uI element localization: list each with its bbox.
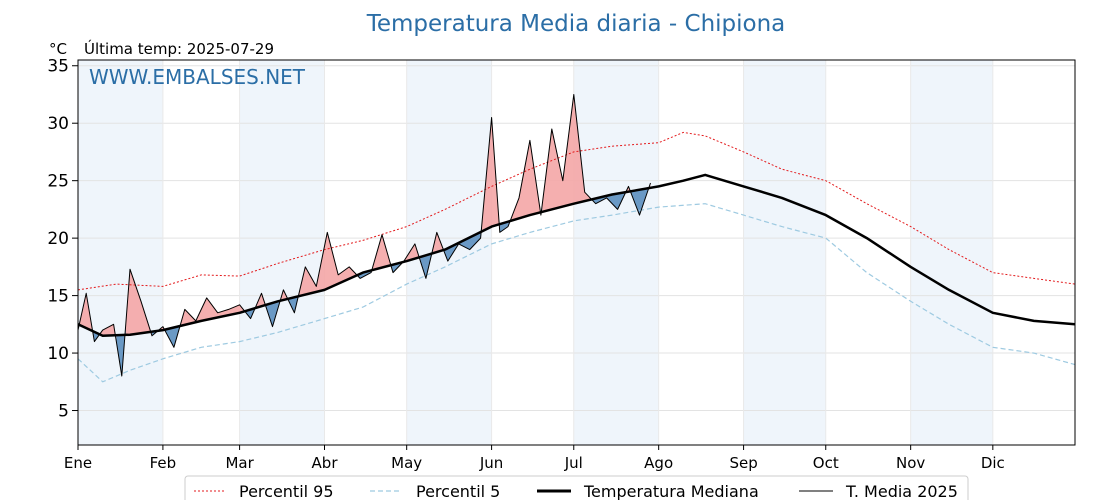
ytick-label-25: 25 [47,172,69,192]
xtick-label-jul: Jul [564,454,583,472]
xtick-label-may: May [391,454,422,472]
below-median-fill-30 [631,187,650,216]
series-mediana-line [77,173,1076,338]
xtick-label-sep: Sep [729,454,757,472]
plot-frame [77,59,1076,446]
xtick-label-jun: Jun [479,454,503,472]
legend-p95-label: Percentil 95 [239,482,334,500]
ytick-label-10: 10 [47,344,69,364]
legend-current-label: T. Media 2025 [845,482,958,500]
below-median-fill-14 [288,295,299,313]
below-median-fill-12 [265,299,281,327]
legend-box [184,475,969,500]
above-median-fill-23 [482,117,500,233]
above-median-fill-29 [627,186,632,194]
xtick-label-mar: Mar [225,454,254,472]
unit-label: °C [49,40,67,58]
last-temp-label: Última temp: 2025-07-29 [84,39,274,58]
series-media-2025-line [77,94,651,377]
month-band-mar [239,60,325,445]
series-percentil-95-line [77,131,1076,291]
xtick-label-nov: Nov [896,454,925,472]
month-band-jul [573,60,659,445]
month-band-nov [910,60,993,445]
xtick-label-ene: Ene [64,454,92,472]
legend-p5-label: Percentil 5 [416,482,500,500]
x-axis-month-labels: Ene Feb Mar Abr May Jun Jul Ago Sep Oct Nov Dic [64,445,1005,472]
above-median-fill-15 [298,232,358,297]
above-median-fill-17 [372,234,392,271]
xtick-label-abr: Abr [312,454,339,472]
above-median-fill-21 [432,232,444,254]
y-axis-ticks: 5 10 15 20 25 30 35 [47,57,78,422]
legend-median-label: Temperatura Mediana [583,482,759,500]
series-lines [77,94,1076,383]
above-median-fill-9 [180,297,246,326]
month-band-sep [743,60,826,445]
series-percentil-5-line [77,203,1076,383]
legend: Percentil 95 Percentil 5 Temperatura Med… [184,475,969,500]
ytick-label-30: 30 [47,114,69,134]
anomaly-fills [78,94,651,376]
ytick-label-20: 20 [47,229,69,249]
xtick-label-oct: Oct [813,454,839,472]
ytick-label-35: 35 [47,57,69,77]
above-median-fill-5 [125,269,152,336]
xtick-label-dic: Dic [981,454,1005,472]
month-bands [78,60,993,445]
xtick-label-feb: Feb [150,454,177,472]
watermark: WWW.EMBALSES.NET [89,65,306,89]
xtick-label-ago: Ago [644,454,673,472]
chart-title: Temperatura Media diaria - Chipiona [366,11,786,37]
ytick-label-15: 15 [47,287,69,307]
above-median-fill-27 [542,94,593,212]
month-band-ene [78,60,163,445]
above-median-fill-3 [99,324,117,342]
above-median-fill-11 [256,293,266,308]
above-median-fill-1 [79,293,94,334]
ytick-label-5: 5 [58,402,69,422]
